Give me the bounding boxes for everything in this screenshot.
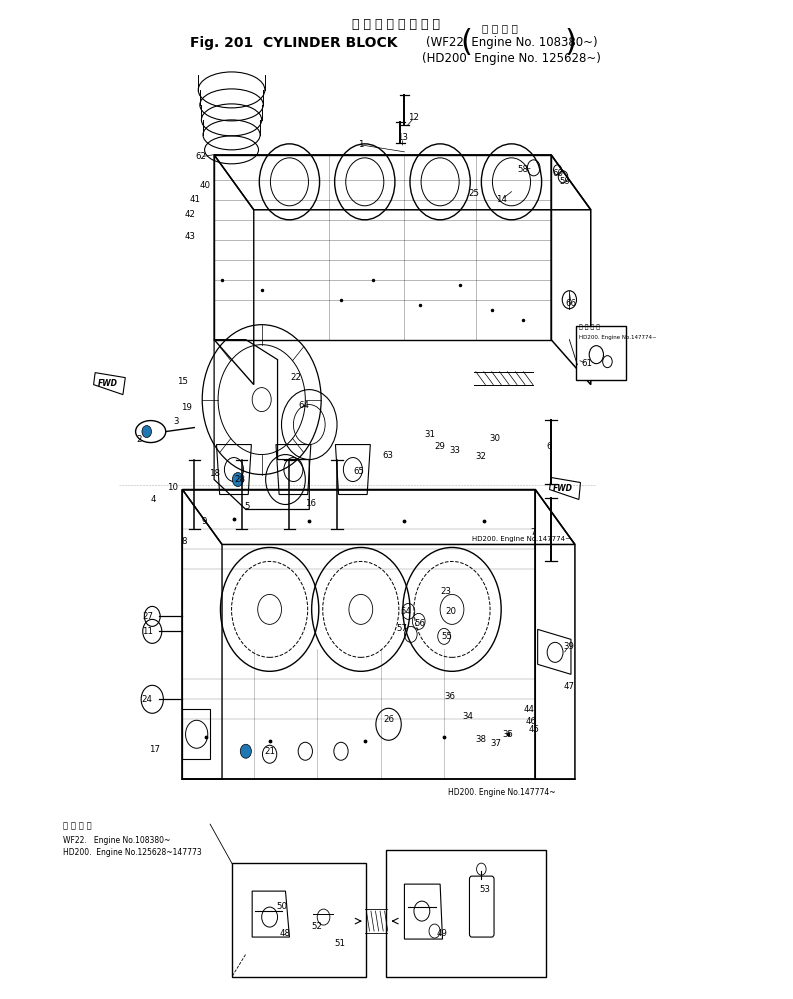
Text: 66: 66 bbox=[565, 299, 577, 309]
Text: 12: 12 bbox=[408, 113, 419, 123]
Text: 10: 10 bbox=[167, 483, 178, 493]
Text: 適 用 号 機: 適 用 号 機 bbox=[63, 821, 92, 831]
Text: 57: 57 bbox=[396, 623, 408, 633]
Text: 1: 1 bbox=[358, 140, 363, 150]
Text: Fig. 201  CYLINDER BLOCK: Fig. 201 CYLINDER BLOCK bbox=[190, 36, 397, 50]
Text: 44: 44 bbox=[523, 704, 534, 714]
Text: 8: 8 bbox=[182, 536, 186, 546]
Text: 20: 20 bbox=[445, 606, 456, 616]
Text: FWD: FWD bbox=[553, 484, 573, 494]
Circle shape bbox=[232, 473, 243, 487]
Text: 9: 9 bbox=[202, 516, 207, 526]
Text: FWD: FWD bbox=[98, 379, 118, 389]
Text: 29: 29 bbox=[435, 442, 446, 452]
Text: 50: 50 bbox=[277, 901, 288, 911]
Text: 46: 46 bbox=[526, 716, 537, 726]
Text: 42: 42 bbox=[185, 210, 196, 220]
Text: 6: 6 bbox=[546, 442, 551, 452]
Text: HD200.  Engine No.125628~147773: HD200. Engine No.125628~147773 bbox=[63, 847, 202, 857]
Text: 48: 48 bbox=[280, 928, 291, 938]
Text: 23: 23 bbox=[440, 586, 451, 596]
Text: 36: 36 bbox=[444, 691, 455, 701]
Text: ): ) bbox=[565, 28, 577, 58]
Text: 3: 3 bbox=[174, 417, 178, 427]
Text: 27: 27 bbox=[142, 611, 153, 621]
Text: 39: 39 bbox=[563, 641, 574, 651]
Text: 45: 45 bbox=[529, 724, 540, 734]
Text: 26: 26 bbox=[383, 714, 394, 724]
Text: 19: 19 bbox=[181, 403, 192, 413]
Text: 41: 41 bbox=[190, 195, 201, 205]
Text: 38: 38 bbox=[476, 734, 487, 744]
Text: 7: 7 bbox=[531, 527, 535, 537]
Text: 31: 31 bbox=[424, 430, 435, 440]
Text: 64: 64 bbox=[298, 401, 309, 411]
Text: (: ( bbox=[461, 28, 472, 58]
Polygon shape bbox=[94, 373, 125, 395]
Text: 49: 49 bbox=[437, 928, 448, 938]
Text: 61: 61 bbox=[581, 359, 592, 369]
Text: WF22.   Engine No.108380~: WF22. Engine No.108380~ bbox=[63, 835, 170, 845]
Circle shape bbox=[142, 426, 151, 438]
Text: 65: 65 bbox=[353, 467, 364, 477]
FancyBboxPatch shape bbox=[232, 863, 366, 977]
Text: 40: 40 bbox=[199, 181, 210, 191]
Text: 30: 30 bbox=[489, 434, 500, 444]
Text: 28: 28 bbox=[234, 475, 245, 485]
Text: 13: 13 bbox=[396, 133, 408, 143]
FancyBboxPatch shape bbox=[576, 326, 626, 380]
Text: 24: 24 bbox=[141, 694, 152, 704]
Text: 37: 37 bbox=[490, 738, 501, 748]
Text: 34: 34 bbox=[462, 711, 473, 721]
Text: 4: 4 bbox=[151, 495, 155, 504]
Text: HD200. Engine No.147774~: HD200. Engine No.147774~ bbox=[579, 335, 657, 341]
Text: 59: 59 bbox=[559, 177, 570, 187]
Text: 適 用 号 機: 適 用 号 機 bbox=[579, 325, 600, 331]
Text: 51: 51 bbox=[334, 938, 345, 948]
Text: 15: 15 bbox=[177, 377, 188, 387]
Text: 60: 60 bbox=[553, 169, 564, 179]
Text: 16: 16 bbox=[305, 499, 316, 508]
Text: 14: 14 bbox=[496, 195, 507, 205]
Text: 25: 25 bbox=[468, 189, 479, 199]
Text: 2: 2 bbox=[136, 435, 141, 445]
Text: (HD200  Engine No. 125628~): (HD200 Engine No. 125628~) bbox=[422, 52, 601, 66]
Text: HD200. Engine No.147774~: HD200. Engine No.147774~ bbox=[472, 536, 571, 542]
Text: 18: 18 bbox=[209, 469, 220, 479]
Text: 32: 32 bbox=[476, 452, 487, 462]
Text: (WF22  Engine No. 108380~): (WF22 Engine No. 108380~) bbox=[426, 36, 597, 50]
Text: HD200. Engine No.147774~: HD200. Engine No.147774~ bbox=[448, 787, 556, 797]
Text: 11: 11 bbox=[142, 626, 153, 636]
Text: 56: 56 bbox=[414, 618, 425, 628]
Text: 54: 54 bbox=[400, 606, 412, 616]
Text: 52: 52 bbox=[312, 921, 323, 931]
FancyBboxPatch shape bbox=[386, 850, 546, 977]
Text: 58: 58 bbox=[518, 165, 529, 175]
Circle shape bbox=[240, 744, 251, 758]
Text: 62: 62 bbox=[195, 152, 206, 162]
Text: 22: 22 bbox=[290, 373, 301, 383]
Polygon shape bbox=[550, 478, 580, 500]
Text: 53: 53 bbox=[480, 884, 491, 894]
Text: 43: 43 bbox=[185, 232, 196, 242]
Text: 35: 35 bbox=[502, 729, 513, 739]
Text: 5: 5 bbox=[245, 501, 250, 511]
Text: 47: 47 bbox=[563, 681, 574, 691]
Text: 適 用 号 機: 適 用 号 機 bbox=[481, 23, 518, 33]
Text: 33: 33 bbox=[450, 446, 461, 456]
Text: シ リ ン ダ ブ ロ ッ ク: シ リ ン ダ ブ ロ ッ ク bbox=[353, 18, 440, 32]
Text: 21: 21 bbox=[264, 746, 275, 756]
Text: 55: 55 bbox=[442, 631, 453, 641]
Text: 17: 17 bbox=[149, 744, 160, 754]
Text: 63: 63 bbox=[382, 451, 393, 461]
